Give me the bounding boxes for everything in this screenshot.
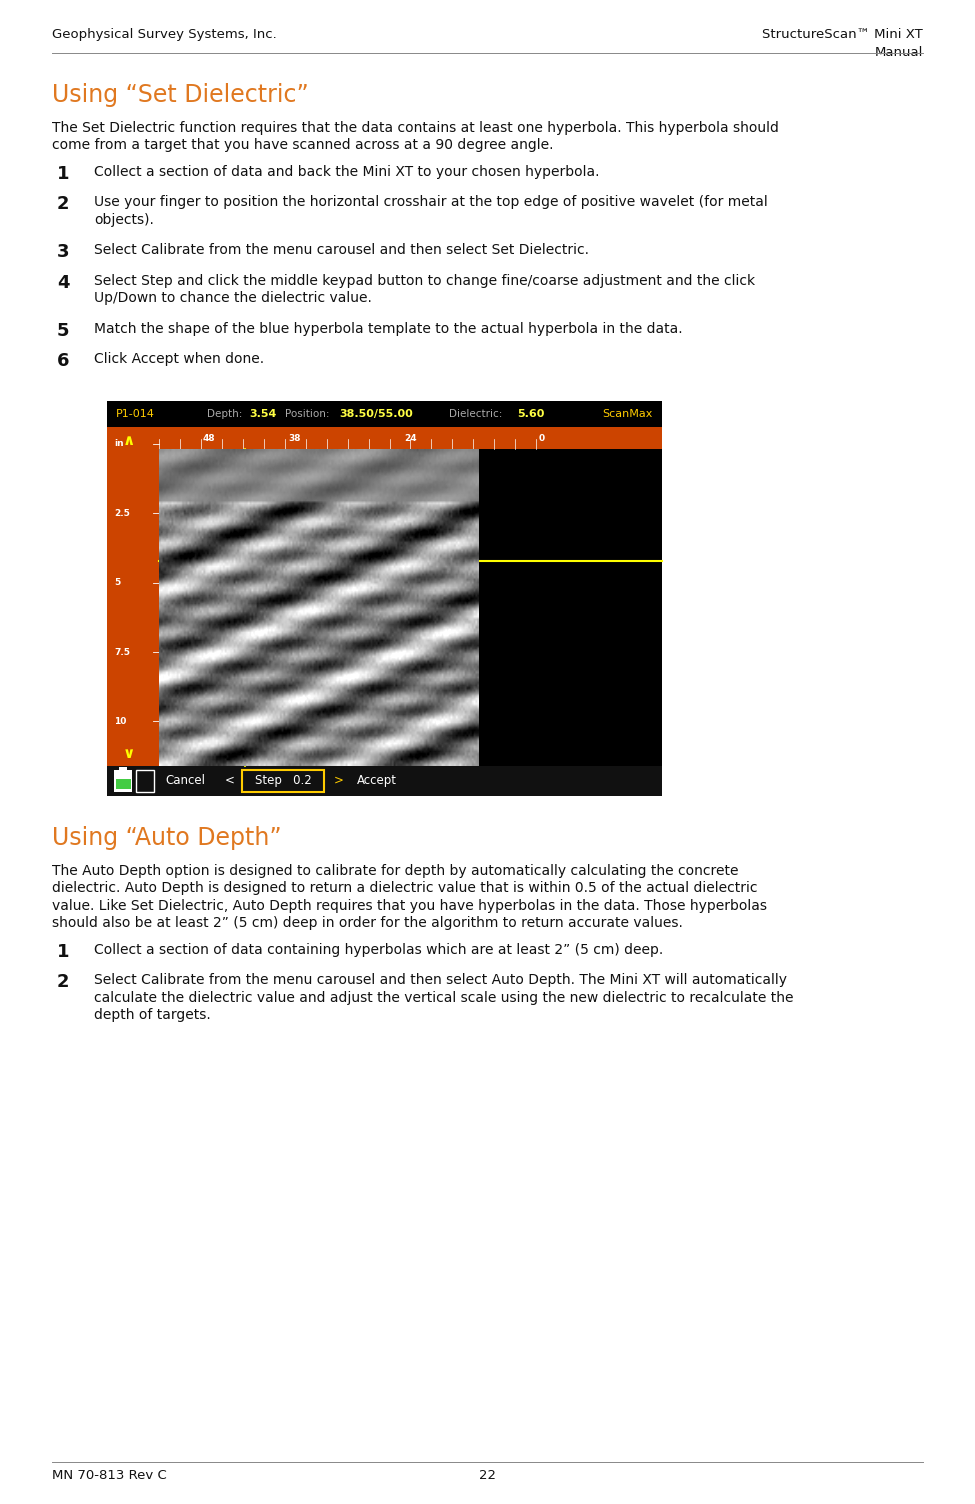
Text: Cancel: Cancel [165, 775, 205, 787]
Text: StructureScan™ Mini XT: StructureScan™ Mini XT [762, 29, 923, 41]
Text: The Auto Depth option is designed to calibrate for depth by automatically calcul: The Auto Depth option is designed to cal… [52, 863, 738, 877]
Text: come from a target that you have scanned across at a 90 degree angle.: come from a target that you have scanned… [52, 138, 554, 152]
Text: 6: 6 [57, 352, 69, 370]
Text: 3: 3 [57, 244, 69, 262]
Text: 38.50/55.00: 38.50/55.00 [339, 409, 412, 418]
Text: Select Calibrate from the menu carousel and then select Set Dielectric.: Select Calibrate from the menu carousel … [94, 244, 589, 257]
Text: Select Calibrate from the menu carousel and then select Auto Depth. The Mini XT : Select Calibrate from the menu carousel … [94, 973, 787, 987]
Text: Select Step and click the middle keypad button to change fine/coarse adjustment : Select Step and click the middle keypad … [94, 274, 755, 287]
Text: Click Accept when done.: Click Accept when done. [94, 352, 264, 365]
Text: Match the shape of the blue hyperbola template to the actual hyperbola in the da: Match the shape of the blue hyperbola te… [94, 322, 682, 335]
Text: Accept: Accept [357, 775, 397, 787]
Text: Collect a section of data containing hyperbolas which are at least 2” (5 cm) dee: Collect a section of data containing hyp… [94, 943, 663, 957]
Text: objects).: objects). [94, 212, 154, 227]
Text: 1: 1 [57, 943, 69, 961]
Text: ∨: ∨ [123, 746, 136, 761]
Text: Use your finger to position the horizontal crosshair at the top edge of positive: Use your finger to position the horizont… [94, 196, 767, 209]
Text: 1: 1 [57, 164, 69, 182]
Text: P1-014: P1-014 [116, 409, 155, 418]
Text: 3.54: 3.54 [249, 409, 276, 418]
Text: 5.60: 5.60 [517, 409, 544, 418]
Text: Collect a section of data and back the Mini XT to your chosen hyperbola.: Collect a section of data and back the M… [94, 164, 600, 179]
Text: ScanMax: ScanMax [603, 409, 653, 418]
Text: ∧: ∧ [123, 433, 136, 448]
Text: 2: 2 [57, 196, 69, 214]
Bar [107, 400, 662, 427]
Text: Using “Set Dielectric”: Using “Set Dielectric” [52, 83, 309, 107]
Text: value. Like Set Dielectric, Auto Depth requires that you have hyperbolas in the : value. Like Set Dielectric, Auto Depth r… [52, 898, 767, 913]
Bar [107, 427, 159, 766]
Bar [242, 770, 324, 791]
Bar [115, 779, 131, 788]
Bar [107, 400, 662, 796]
Text: Dielectric:: Dielectric: [449, 409, 502, 418]
Text: 4: 4 [57, 274, 69, 292]
Text: <: < [225, 775, 235, 787]
Text: 0: 0 [538, 433, 544, 442]
Text: Geophysical Survey Systems, Inc.: Geophysical Survey Systems, Inc. [52, 29, 277, 41]
Text: in: in [114, 439, 124, 448]
Text: 22: 22 [479, 1469, 496, 1481]
Bar [119, 767, 127, 770]
Text: The Set Dielectric function requires that the data contains at least one hyperbo: The Set Dielectric function requires tha… [52, 120, 779, 134]
Bar [136, 770, 154, 791]
Text: 5: 5 [114, 578, 120, 587]
Text: depth of targets.: depth of targets. [94, 1008, 211, 1023]
Text: 48: 48 [203, 433, 215, 442]
Text: 2.5: 2.5 [114, 508, 130, 517]
Text: 24: 24 [405, 433, 416, 442]
Text: Manual: Manual [875, 45, 923, 59]
Text: Position:: Position: [285, 409, 330, 418]
Text: 38: 38 [289, 433, 301, 442]
Bar [114, 770, 132, 791]
Text: should also be at least 2” (5 cm) deep in order for the algorithm to return accu: should also be at least 2” (5 cm) deep i… [52, 916, 682, 929]
Text: 7.5: 7.5 [114, 648, 130, 657]
Text: >: > [334, 775, 344, 787]
Bar [107, 766, 662, 796]
Text: dielectric. Auto Depth is designed to return a dielectric value that is within 0: dielectric. Auto Depth is designed to re… [52, 881, 758, 895]
Text: 5: 5 [57, 322, 69, 340]
Text: calculate the dielectric value and adjust the vertical scale using the new diele: calculate the dielectric value and adjus… [94, 991, 794, 1005]
Text: MN 70-813 Rev C: MN 70-813 Rev C [52, 1469, 167, 1481]
Text: 10: 10 [114, 717, 127, 726]
Text: Step   0.2: Step 0.2 [254, 775, 311, 787]
Text: Using “Auto Depth”: Using “Auto Depth” [52, 826, 282, 850]
Text: Up/Down to chance the dielectric value.: Up/Down to chance the dielectric value. [94, 290, 371, 305]
Text: 2: 2 [57, 973, 69, 991]
Text: Depth:: Depth: [207, 409, 243, 418]
Bar [159, 427, 662, 450]
